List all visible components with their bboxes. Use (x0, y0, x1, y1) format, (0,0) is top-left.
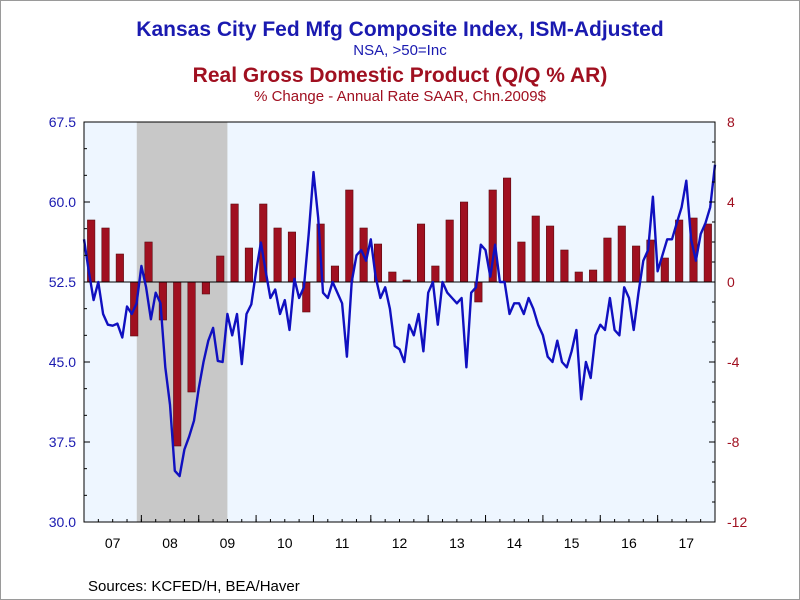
gdp-bar (632, 245, 641, 283)
left-axis-tick-label: 37.5 (49, 434, 76, 450)
gdp-bar (531, 215, 540, 283)
gdp-bar (703, 223, 712, 283)
left-axis-tick-label: 52.5 (49, 274, 76, 290)
gdp-bar (503, 177, 512, 283)
gdp-bar (589, 269, 598, 283)
x-axis-tick-label: 14 (506, 535, 522, 551)
x-axis: 07 08 09 10 11 12 13 14 15 16 17 (83, 515, 716, 551)
x-axis-tick-label: 12 (392, 535, 408, 551)
gdp-bar (675, 219, 684, 283)
chart-subtitle-left-series: NSA, >50=Inc (353, 42, 447, 59)
gdp-bar (574, 271, 583, 283)
gdp-bar (603, 237, 612, 283)
x-axis-tick-label: 17 (679, 535, 695, 551)
gdp-bar (273, 227, 282, 283)
gdp-bar (560, 249, 569, 283)
gdp-bar (517, 241, 526, 283)
left-axis-tick-label: 30.0 (49, 514, 76, 530)
gdp-bar (101, 227, 110, 283)
x-axis-tick-label: 09 (220, 535, 236, 551)
gdp-bar (230, 203, 239, 283)
gdp-bar (144, 241, 153, 283)
gdp-bar (660, 257, 669, 283)
right-axis: 8 4 0 -4 -8 -12 (709, 114, 747, 530)
right-axis-tick-label: -8 (727, 434, 740, 450)
gdp-bar (330, 265, 339, 283)
gdp-bar (115, 253, 124, 283)
recession-shading (136, 122, 228, 522)
x-axis-tick-label: 08 (162, 535, 178, 551)
chart-title-right-series: Real Gross Domestic Product (Q/Q % AR) (192, 64, 608, 87)
gdp-bar (546, 225, 555, 283)
kc-fed-line (82, 164, 717, 478)
left-axis-tick-label: 67.5 (49, 114, 76, 130)
chart-title-left-series: Kansas City Fed Mfg Composite Index, ISM… (136, 18, 664, 41)
gdp-bar (617, 225, 626, 283)
chart-subtitle-right-series: % Change - Annual Rate SAAR, Chn.2009$ (254, 88, 546, 105)
left-axis-tick-label: 60.0 (49, 194, 76, 210)
x-axis-tick-label: 07 (105, 535, 121, 551)
gdp-bar (173, 281, 182, 447)
right-axis-tick-label: -4 (727, 354, 740, 370)
right-axis-tick-label: 4 (727, 194, 735, 210)
right-axis-tick-label: 0 (727, 274, 735, 290)
x-axis-tick-label: 11 (335, 535, 350, 551)
x-axis-tick-label: 15 (564, 535, 580, 551)
left-axis-tick-label: 45.0 (49, 354, 76, 370)
gdp-bar (244, 247, 253, 283)
gdp-bar (416, 223, 426, 283)
gdp-bar (345, 189, 354, 283)
x-axis-tick-label: 16 (621, 535, 637, 551)
x-axis-tick-label: 13 (449, 535, 465, 551)
gdp-bar (287, 231, 296, 283)
right-axis-tick-label: 8 (727, 114, 735, 130)
gdp-bar (460, 201, 469, 283)
left-axis: 67.5 60.0 52.5 45.0 37.5 30.0 (49, 114, 90, 530)
right-axis-tick-label: -12 (727, 514, 747, 530)
gdp-bar (388, 271, 397, 283)
gdp-bar (187, 281, 196, 393)
sources-note: Sources: KCFED/H, BEA/Haver (88, 578, 300, 595)
gdp-bar (431, 265, 440, 283)
x-axis-tick-label: 10 (277, 535, 293, 551)
gdp-bar (445, 219, 454, 283)
gdp-bar (201, 281, 210, 295)
gdp-bar (216, 255, 225, 283)
